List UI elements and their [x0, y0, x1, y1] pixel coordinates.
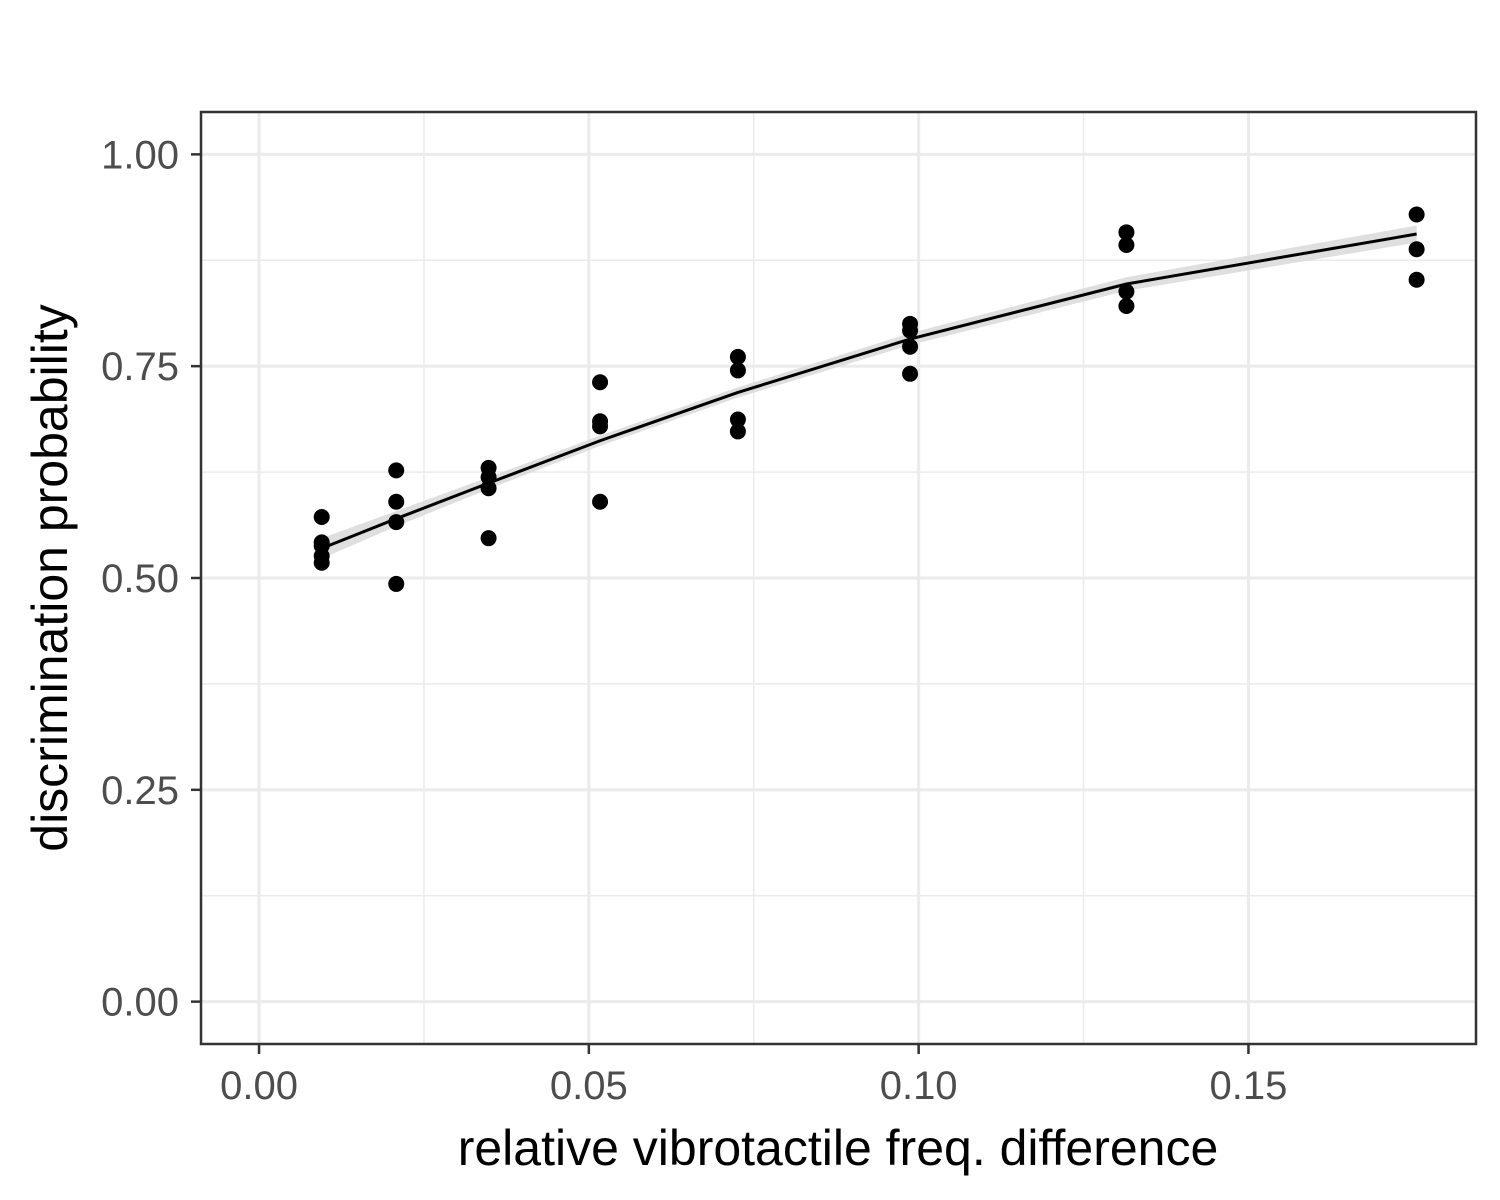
data-point — [388, 462, 405, 479]
confidence-band-layer — [321, 225, 1417, 559]
data-point — [1408, 271, 1425, 288]
x-axis-title: relative vibrotactile freq. difference — [458, 1120, 1219, 1176]
data-point — [592, 418, 609, 435]
x-axis-ticks: 0.00 0.05 0.10 0.15 — [220, 1044, 1287, 1108]
y-tick-label: 1.00 — [101, 133, 179, 177]
data-point — [1408, 241, 1425, 258]
data-point — [1118, 283, 1135, 300]
data-point — [388, 493, 405, 510]
x-tick-label: 0.10 — [880, 1064, 958, 1108]
points-layer — [313, 206, 1425, 592]
x-tick-label: 0.15 — [1210, 1064, 1288, 1108]
data-point — [1118, 237, 1135, 254]
y-axis-ticks: 0.00 0.25 0.50 0.75 1.00 — [101, 133, 201, 1025]
data-point — [592, 493, 609, 510]
fit-line-layer — [321, 232, 1417, 550]
confidence-band — [321, 225, 1417, 559]
y-tick-label: 0.50 — [101, 557, 179, 601]
data-point — [592, 374, 609, 391]
data-point — [1118, 224, 1135, 241]
data-point — [1408, 206, 1425, 223]
data-point — [729, 348, 746, 365]
y-axis-title: discrimination probability — [22, 304, 78, 851]
y-tick-label: 0.25 — [101, 769, 179, 813]
data-point — [388, 575, 405, 592]
data-point — [480, 469, 497, 486]
data-point — [388, 514, 405, 531]
data-point — [729, 423, 746, 440]
y-tick-label: 0.75 — [101, 345, 179, 389]
data-point — [902, 365, 919, 382]
x-tick-label: 0.05 — [550, 1064, 628, 1108]
data-point — [902, 338, 919, 355]
data-point — [729, 411, 746, 428]
data-point — [313, 508, 330, 525]
data-point — [1118, 298, 1135, 315]
y-tick-label: 0.00 — [101, 981, 179, 1025]
data-point — [729, 362, 746, 379]
data-point — [480, 530, 497, 547]
data-point — [313, 554, 330, 571]
data-point — [480, 480, 497, 497]
data-point — [902, 322, 919, 339]
fit-line — [321, 232, 1417, 550]
x-tick-label: 0.00 — [220, 1064, 298, 1108]
